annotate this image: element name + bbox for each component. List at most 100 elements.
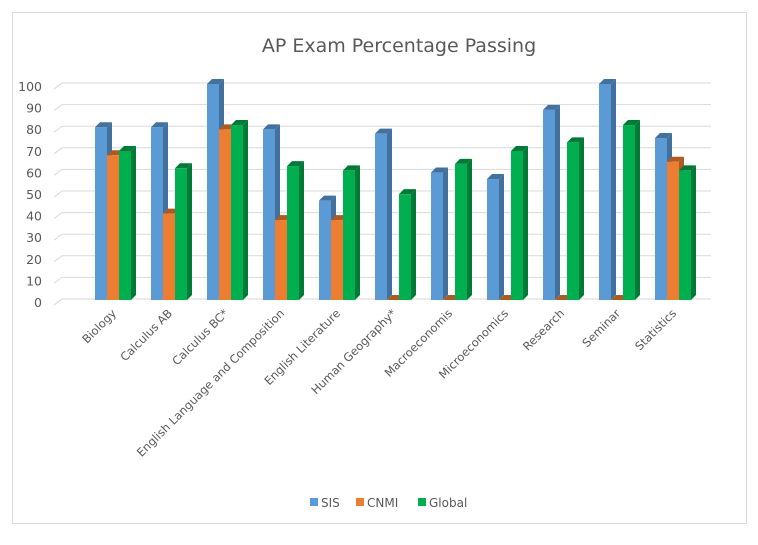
bar-front — [655, 138, 667, 300]
x-tick-label: Research — [520, 306, 567, 353]
legend-item-global: Global — [418, 496, 467, 510]
gridline-wall — [53, 233, 63, 241]
legend-label: SIS — [321, 496, 340, 510]
bar-top — [567, 137, 584, 143]
bar-side — [555, 104, 560, 300]
bar-top — [667, 156, 684, 162]
bar-front — [151, 127, 163, 300]
bar-top — [319, 195, 336, 201]
x-tick-label: Statistics — [632, 306, 679, 353]
bar-front — [623, 125, 635, 300]
bars — [95, 79, 696, 300]
bar-front — [679, 170, 691, 300]
bar-top — [375, 128, 392, 134]
legend-swatch — [418, 498, 426, 506]
bar-top — [231, 120, 248, 126]
bar-top — [287, 161, 304, 167]
bar-front — [263, 129, 275, 300]
bar-side — [579, 137, 584, 300]
bar-global — [567, 137, 584, 300]
bar-top — [263, 124, 280, 130]
gridline-wall — [53, 276, 63, 284]
bar-top — [399, 189, 416, 195]
bar-top — [431, 167, 448, 173]
bar-top — [95, 122, 112, 128]
gridline-wall — [53, 82, 63, 90]
bar-side — [299, 161, 304, 300]
bar-global — [119, 145, 136, 300]
bar-front — [95, 127, 107, 300]
bar-top — [623, 120, 640, 126]
y-tick-label: 60 — [26, 165, 42, 180]
x-tick-label: Calculus AB — [117, 306, 175, 364]
bar-side — [523, 145, 528, 300]
bar-top — [151, 122, 168, 128]
bar-global — [343, 165, 360, 300]
bar-top — [543, 104, 560, 110]
bar-global — [679, 165, 696, 300]
legend-label: Global — [429, 496, 467, 510]
bar-top — [119, 145, 136, 151]
legend: SIS CNMI Global — [310, 496, 467, 510]
bar-top — [487, 174, 504, 180]
legend-label: CNMI — [367, 496, 398, 510]
x-tick-label: Seminar — [579, 306, 623, 350]
bar-top — [655, 133, 672, 138]
bar-front — [667, 161, 679, 300]
bar-global — [175, 163, 192, 300]
bar-sis — [375, 128, 392, 300]
gridline-wall — [53, 104, 63, 111]
bar-side — [691, 165, 696, 300]
bar-sis — [431, 167, 448, 300]
bar-side — [355, 165, 360, 300]
x-tick-label: Calculus BC* — [169, 306, 231, 368]
bar-top — [599, 79, 616, 84]
bar-front — [455, 163, 467, 300]
bar-front — [163, 213, 175, 300]
bar-top — [207, 79, 224, 84]
bar-global — [231, 120, 248, 300]
bar-top — [455, 158, 472, 164]
y-tick-label: 50 — [26, 187, 42, 202]
x-tick-label: Biology — [79, 306, 119, 346]
bar-top — [511, 145, 528, 151]
bar-sis — [543, 104, 560, 300]
y-axis-ticks: 0 10 20 30 40 50 60 70 80 90 100 — [18, 79, 42, 310]
bar-front — [275, 220, 287, 300]
bar-top — [679, 165, 696, 171]
y-tick-label: 0 — [34, 295, 42, 310]
bar-side — [499, 174, 504, 300]
bar-front — [175, 168, 187, 300]
y-tick-label: 100 — [18, 79, 42, 94]
bar-side — [635, 120, 640, 300]
legend-item-sis: SIS — [310, 496, 340, 510]
bar-front — [543, 109, 555, 300]
y-tick-label: 90 — [26, 101, 42, 116]
bar-global — [623, 120, 640, 300]
y-tick-label: 20 — [26, 252, 42, 267]
y-tick-label: 70 — [26, 144, 42, 159]
bar-front — [431, 172, 443, 300]
bar-top — [343, 165, 360, 171]
bar-side — [611, 79, 616, 300]
bar-side — [243, 120, 248, 300]
bar-side — [187, 163, 192, 300]
bar-global — [399, 189, 416, 300]
bar-front — [487, 179, 499, 300]
gridline-wall — [53, 212, 63, 220]
y-tick-label: 80 — [26, 122, 42, 137]
bar-front — [399, 194, 411, 300]
gridline-wall — [53, 190, 63, 198]
gridline-wall — [53, 147, 63, 155]
bar-front — [287, 166, 299, 300]
legend-item-cnmi: CNMI — [356, 496, 398, 510]
gridline-wall — [53, 255, 63, 263]
bar-front — [331, 220, 343, 300]
bar-front — [219, 129, 231, 300]
bar-front — [511, 150, 523, 300]
bar-front — [599, 84, 611, 300]
y-tick-label: 30 — [26, 230, 42, 245]
y-tick-label: 10 — [26, 273, 42, 288]
bar-global — [287, 161, 304, 300]
